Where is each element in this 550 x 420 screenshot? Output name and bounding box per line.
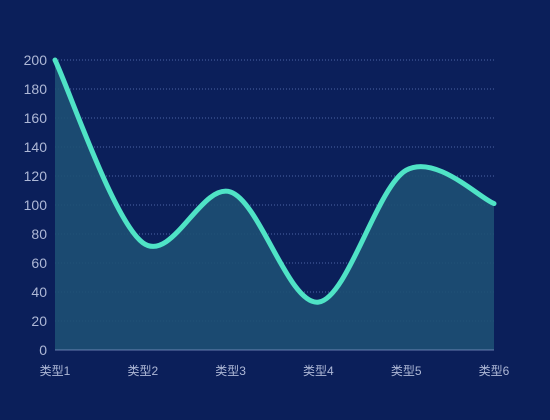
y-tick-label: 80	[31, 226, 47, 242]
x-tick-label: 类型1	[40, 364, 71, 378]
y-tick-label: 180	[24, 81, 48, 97]
y-tick-label: 140	[24, 139, 48, 155]
y-tick-label: 200	[24, 52, 48, 68]
y-tick-label: 60	[31, 255, 47, 271]
y-tick-label: 20	[31, 313, 47, 329]
x-tick-label: 类型6	[479, 364, 510, 378]
y-tick-label: 0	[39, 342, 47, 358]
x-tick-label: 类型5	[391, 364, 422, 378]
area-fill-layer	[55, 60, 494, 350]
y-tick-label: 120	[24, 168, 48, 184]
x-tick-label: 类型3	[215, 364, 246, 378]
x-tick-label: 类型2	[127, 364, 158, 378]
series-line	[52, 57, 497, 305]
y-tick-label: 160	[24, 110, 48, 126]
x-tick-label: 类型4	[303, 364, 334, 378]
y-tick-label: 40	[31, 284, 47, 300]
y-axis: 0 20 40 60 80 100 120 140 160 180 200	[24, 52, 48, 358]
series-line-layer	[52, 57, 497, 305]
series-area	[55, 60, 494, 350]
x-axis: 类型1 类型2 类型3 类型4 类型5 类型6	[40, 349, 510, 378]
y-tick-label: 100	[24, 197, 48, 213]
